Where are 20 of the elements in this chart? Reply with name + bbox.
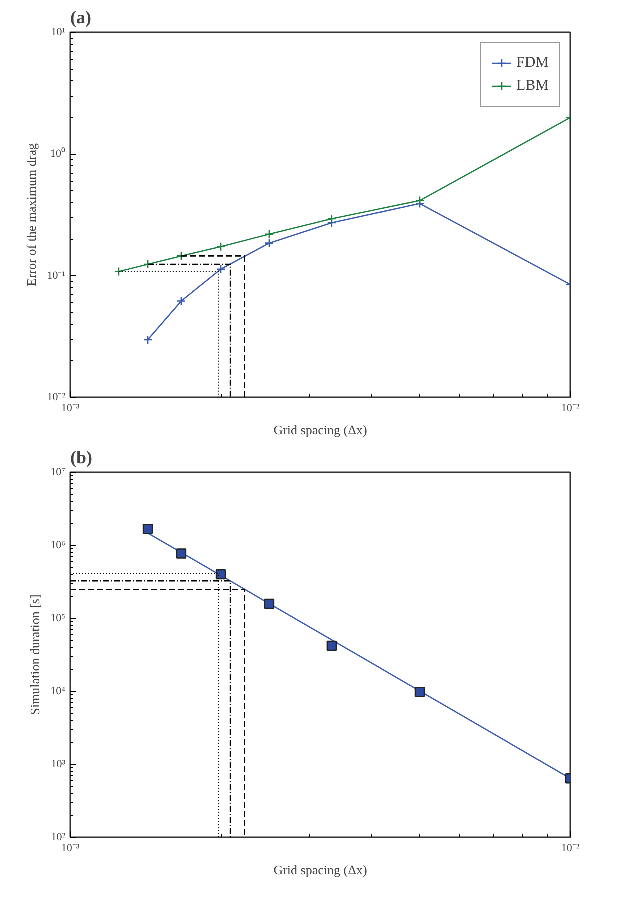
y-axis-title: Simulation duration [s] — [28, 594, 43, 716]
y-tick-label: 10⁶ — [50, 540, 66, 552]
legend-label: FDM — [516, 54, 549, 72]
x-tick-label: 10⁻³ — [61, 842, 80, 854]
y-tick-label: 10² — [51, 832, 66, 844]
y-tick-label: 10⁰ — [50, 147, 66, 160]
y-tick-label: 10⁵ — [50, 612, 66, 624]
chart-title: (b) — [70, 448, 93, 468]
x-axis-title: Grid spacing (Δx) — [274, 862, 368, 878]
y-tick-label: 10⁴ — [50, 686, 66, 698]
x-axis-title: Grid spacing (Δx) — [274, 422, 368, 438]
y-tick-label: 10⁻² — [47, 392, 66, 404]
x-tick-label: 10⁻³ — [61, 402, 80, 414]
y-tick-label: 10⁻¹ — [47, 270, 66, 282]
y-tick-label: 10¹ — [51, 26, 66, 38]
legend-label: LBM — [516, 78, 549, 94]
y-tick-label: 10⁷ — [50, 466, 66, 478]
y-axis-title: Error of the maximum drag — [24, 143, 40, 286]
chart-title: (a) — [70, 8, 92, 28]
y-tick-label: 10³ — [51, 758, 66, 770]
